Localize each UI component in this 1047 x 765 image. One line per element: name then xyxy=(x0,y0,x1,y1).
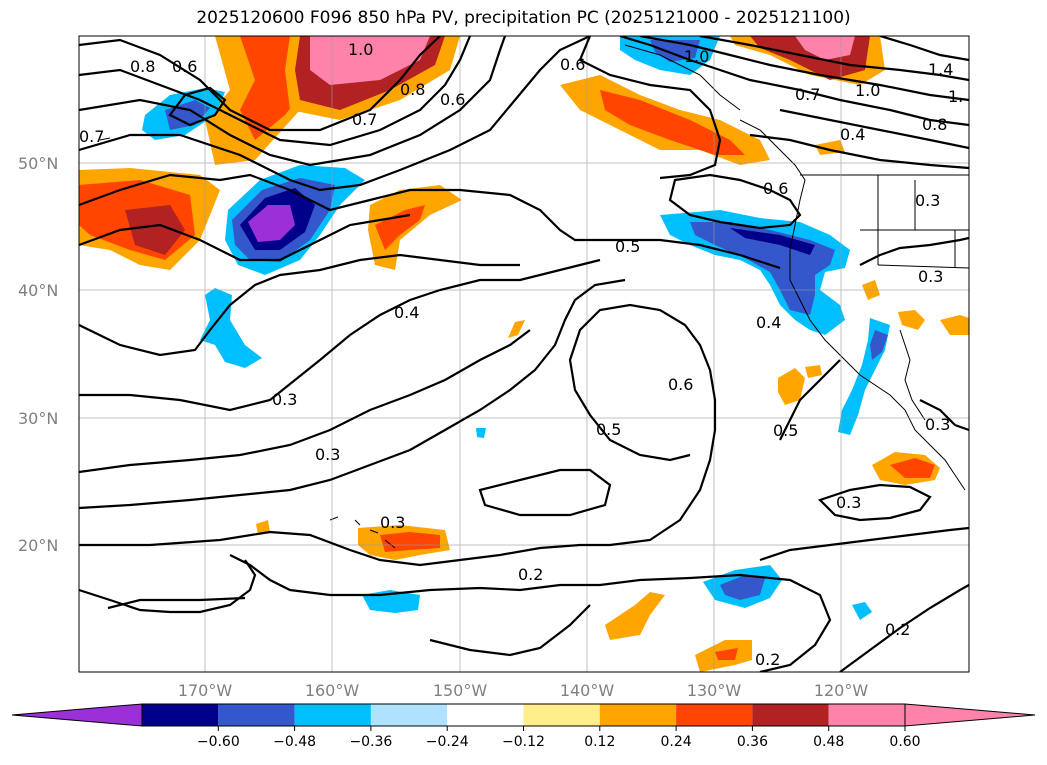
colorbar-bin xyxy=(447,704,524,726)
colorbar-tick-label: −0.24 xyxy=(426,734,469,750)
colorbar-tick-label: 0.36 xyxy=(737,734,768,750)
svg-text:0.3: 0.3 xyxy=(380,513,405,532)
svg-text:0.3: 0.3 xyxy=(915,191,940,210)
svg-text:150°W: 150°W xyxy=(433,681,488,700)
colorbar-bin xyxy=(676,704,753,726)
longitude-labels: 170°W 160°W 150°W 140°W 130°W 120°W xyxy=(178,681,869,700)
contour-labels: 0.8 0.6 0.7 1.0 0.8 0.7 0.6 0.6 1.0 0.7 … xyxy=(79,40,963,669)
colorbar-tick-label: −0.12 xyxy=(502,734,545,750)
svg-text:0.7: 0.7 xyxy=(795,85,820,104)
svg-text:0.3: 0.3 xyxy=(836,493,861,512)
colorbar-bin xyxy=(599,704,677,726)
svg-text:170°W: 170°W xyxy=(178,681,233,700)
svg-text:140°W: 140°W xyxy=(560,681,615,700)
precip-negative-anomaly xyxy=(142,36,890,620)
svg-text:0.2: 0.2 xyxy=(885,620,910,639)
colorbar-extend-min xyxy=(11,703,143,727)
colorbar-bin xyxy=(828,704,905,726)
coastlines xyxy=(99,44,969,549)
colorbar-tick-label: −0.36 xyxy=(349,734,392,750)
colorbar-extend-max xyxy=(904,703,1036,727)
colorbar-bin xyxy=(218,704,295,726)
svg-text:120°W: 120°W xyxy=(814,681,869,700)
svg-text:0.4: 0.4 xyxy=(394,303,419,322)
svg-text:1.0: 1.0 xyxy=(684,47,709,66)
map-title: 2025120600 F096 850 hPa PV, precipitatio… xyxy=(196,8,851,28)
svg-text:160°W: 160°W xyxy=(305,681,360,700)
colorbar: −0.60 −0.48 −0.36 −0.24 −0.12 0.12 0.24 0.36 0.4… xyxy=(11,703,1036,750)
svg-text:0.5: 0.5 xyxy=(773,421,798,440)
colorbar-bin xyxy=(294,704,371,726)
graticule xyxy=(79,36,969,672)
svg-text:0.7: 0.7 xyxy=(352,110,377,129)
colorbar-tick-label: 0.12 xyxy=(584,734,615,750)
svg-text:0.6: 0.6 xyxy=(668,375,693,394)
latitude-labels: 50°N 40°N 30°N 20°N xyxy=(18,154,58,555)
svg-text:0.3: 0.3 xyxy=(918,267,943,286)
colorbar-tick-label: 0.24 xyxy=(661,734,692,750)
pv-contours xyxy=(79,36,969,672)
map-frame xyxy=(78,35,970,673)
svg-text:0.2: 0.2 xyxy=(518,565,543,584)
svg-text:0.3: 0.3 xyxy=(925,415,950,434)
colorbar-bin xyxy=(752,704,829,726)
svg-text:0.4: 0.4 xyxy=(756,313,781,332)
svg-text:0.8: 0.8 xyxy=(130,57,155,76)
map-plot-area xyxy=(79,36,969,672)
colorbar-tick-label: 0.48 xyxy=(813,734,844,750)
svg-text:0.4: 0.4 xyxy=(840,125,865,144)
svg-text:0.3: 0.3 xyxy=(272,390,297,409)
svg-text:40°N: 40°N xyxy=(18,281,58,300)
colorbar-tick-label: −0.60 xyxy=(197,734,240,750)
svg-text:0.8: 0.8 xyxy=(400,80,425,99)
svg-text:0.5: 0.5 xyxy=(615,237,640,256)
svg-text:0.6: 0.6 xyxy=(440,90,465,109)
colorbar-tick-label: −0.48 xyxy=(273,734,316,750)
svg-text:1.0: 1.0 xyxy=(348,40,373,59)
svg-text:20°N: 20°N xyxy=(18,536,58,555)
svg-text:0.2: 0.2 xyxy=(755,650,780,669)
svg-text:0.8: 0.8 xyxy=(922,115,947,134)
colorbar-bin xyxy=(523,704,600,726)
colorbar-bin xyxy=(142,704,219,726)
svg-text:1.0: 1.0 xyxy=(855,81,880,100)
colorbar-tick-label: 0.60 xyxy=(889,734,920,750)
svg-text:1.: 1. xyxy=(948,87,963,106)
colorbar-bin xyxy=(370,704,448,726)
svg-text:0.5: 0.5 xyxy=(596,420,621,439)
svg-text:50°N: 50°N xyxy=(18,154,58,173)
precip-positive-anomaly xyxy=(79,36,969,672)
svg-text:0.6: 0.6 xyxy=(763,179,788,198)
svg-text:0.6: 0.6 xyxy=(560,55,585,74)
svg-text:30°N: 30°N xyxy=(18,409,58,428)
svg-text:0.6: 0.6 xyxy=(172,57,197,76)
svg-text:0.3: 0.3 xyxy=(315,445,340,464)
svg-text:0.7: 0.7 xyxy=(79,127,104,146)
svg-text:130°W: 130°W xyxy=(687,681,742,700)
svg-text:1.4: 1.4 xyxy=(928,60,953,79)
